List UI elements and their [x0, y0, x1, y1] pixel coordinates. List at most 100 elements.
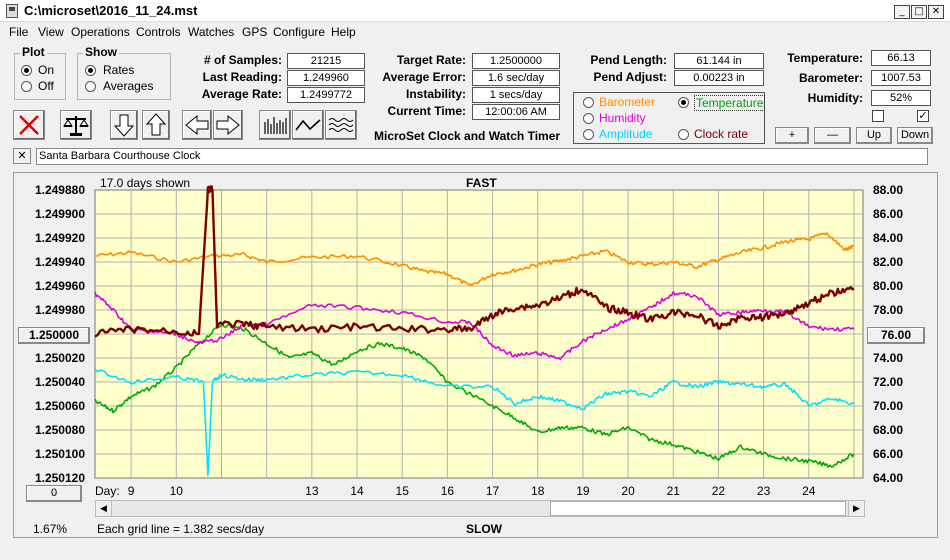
- plot-panel: [13, 172, 938, 538]
- show-averages-radio[interactable]: [85, 81, 96, 92]
- menu-watches[interactable]: Watches: [188, 25, 235, 39]
- percent-label: 1.67%: [33, 522, 68, 536]
- horizontal-scrollbar[interactable]: ◀ ▶: [95, 500, 865, 517]
- target-rate-label: Target Rate:: [396, 53, 466, 67]
- minus-button[interactable]: —: [814, 127, 851, 144]
- menu-controls[interactable]: Controls: [136, 25, 181, 39]
- line-graph-button[interactable]: [292, 110, 324, 140]
- x-tick-label: 18: [531, 484, 545, 498]
- menu-help[interactable]: Help: [331, 25, 356, 39]
- pend-length-field: 61.144 in: [674, 53, 764, 69]
- right-tick-label: 64.00: [873, 471, 903, 485]
- arrow-right-icon: [216, 114, 240, 136]
- app-icon[interactable]: [6, 4, 18, 18]
- bar-graph-button[interactable]: [259, 110, 291, 140]
- menu-file[interactable]: File: [9, 25, 29, 39]
- fast-label: FAST: [466, 176, 497, 190]
- left-checkbox[interactable]: [872, 110, 884, 122]
- humidity-label: Humidity:: [807, 91, 863, 105]
- clear-name-button[interactable]: ✕: [13, 148, 31, 164]
- center-rate-button[interactable]: 1.250000: [18, 327, 90, 344]
- average-rate-label: Average Rate:: [201, 87, 282, 101]
- right-tick-label: 78.00: [873, 303, 903, 317]
- x-tick-label: 16: [441, 484, 455, 498]
- right-tick-label: 80.00: [873, 279, 903, 293]
- x-tick-label: 21: [667, 484, 681, 498]
- pend-adjust-field: 0.00223 in: [674, 70, 764, 86]
- menu-operations[interactable]: Operations: [71, 25, 130, 39]
- target-rate-field: 1.2500000: [472, 53, 560, 69]
- plot-on-radio[interactable]: [21, 65, 32, 76]
- grid-note-label: Each grid line = 1.382 secs/day: [97, 522, 265, 536]
- scroll-right-button[interactable]: [213, 110, 243, 140]
- center-sensor-button[interactable]: 76.00: [867, 327, 925, 344]
- title-bar: C:\microset\2016_11_24.mst _ □ ✕: [0, 0, 950, 22]
- right-tick-label: 86.00: [873, 207, 903, 221]
- up-button[interactable]: Up: [856, 127, 892, 144]
- right-checkbox[interactable]: ✓: [917, 110, 929, 122]
- clock-name-field[interactable]: Santa Barbara Courthouse Clock: [36, 148, 928, 165]
- scroll-left-arrow-icon[interactable]: ◀: [96, 501, 112, 516]
- left-tick-label: 1.250120: [35, 471, 85, 485]
- left-tick-label: 1.250060: [35, 399, 85, 413]
- show-rates-radio[interactable]: [85, 65, 96, 76]
- plot-on-label: On: [38, 63, 55, 77]
- samples-label: # of Samples:: [203, 53, 282, 67]
- balance-button[interactable]: [60, 110, 92, 140]
- show-group: [77, 53, 171, 100]
- series-line-humidity: [94, 290, 855, 361]
- menu-view[interactable]: View: [38, 25, 64, 39]
- window-title: C:\microset\2016_11_24.mst: [24, 3, 198, 18]
- instability-field: 1 secs/day: [472, 87, 560, 103]
- series-line-amplitude: [94, 368, 855, 477]
- minimize-button[interactable]: _: [894, 5, 910, 19]
- bar-graph-icon: [264, 117, 287, 134]
- close-button[interactable]: ✕: [928, 5, 944, 19]
- menu-configure[interactable]: Configure: [273, 25, 326, 39]
- wave-lines-icon: [328, 118, 354, 132]
- move-down-button[interactable]: [110, 110, 138, 140]
- left-axis-labels: 1.249880 1.249900 1.249920 1.249940 1.249960…: [35, 183, 85, 485]
- right-tick-label: 70.00: [873, 399, 903, 413]
- amplitude-radio[interactable]: [583, 129, 594, 140]
- scroll-thumb[interactable]: [550, 501, 846, 516]
- maximize-button[interactable]: □: [911, 5, 927, 19]
- current-time-field: 12:00:06 AM: [472, 104, 560, 120]
- clock-rate-radio[interactable]: [678, 129, 689, 140]
- temperature-label: Temperature:: [787, 51, 863, 65]
- x-tick-label: 13: [305, 484, 319, 498]
- current-time-label: Current Time:: [387, 104, 466, 118]
- left-tick-label: 1.249920: [35, 231, 85, 245]
- red-x-icon: [19, 115, 39, 135]
- plus-button[interactable]: +: [775, 127, 809, 144]
- right-tick-label: 82.00: [873, 255, 903, 269]
- scroll-right-arrow-icon[interactable]: ▶: [848, 501, 864, 516]
- left-tick-label: 1.250020: [35, 351, 85, 365]
- smooth-graph-button[interactable]: [325, 110, 357, 140]
- temperature-field: 66.13: [871, 50, 931, 66]
- down-button[interactable]: Down: [897, 127, 933, 144]
- humidity-radio[interactable]: [583, 113, 594, 124]
- left-tick-label: 1.250100: [35, 447, 85, 461]
- barometer-radio[interactable]: [583, 97, 594, 108]
- stop-button[interactable]: [13, 110, 45, 140]
- left-tick-label: 1.250080: [35, 423, 85, 437]
- line-graph-icon: [295, 119, 321, 131]
- move-up-button[interactable]: [142, 110, 170, 140]
- zero-button[interactable]: 0: [26, 485, 82, 502]
- x-tick-label: 15: [396, 484, 410, 498]
- x-tick-label: 14: [350, 484, 364, 498]
- plot-off-radio[interactable]: [21, 81, 32, 92]
- sensor-option-box: [573, 92, 765, 144]
- right-tick-label: 84.00: [873, 231, 903, 245]
- data-series: [94, 185, 855, 477]
- grid-lines: [95, 190, 863, 478]
- clock-rate-option-label: Clock rate: [694, 127, 749, 141]
- humidity-field: 52%: [871, 90, 931, 106]
- menu-gps[interactable]: GPS: [242, 25, 268, 39]
- x-tick-label: 10: [170, 484, 184, 498]
- left-tick-label: 1.250040: [35, 375, 85, 389]
- scroll-left-button[interactable]: [182, 110, 212, 140]
- temperature-radio[interactable]: [678, 97, 689, 108]
